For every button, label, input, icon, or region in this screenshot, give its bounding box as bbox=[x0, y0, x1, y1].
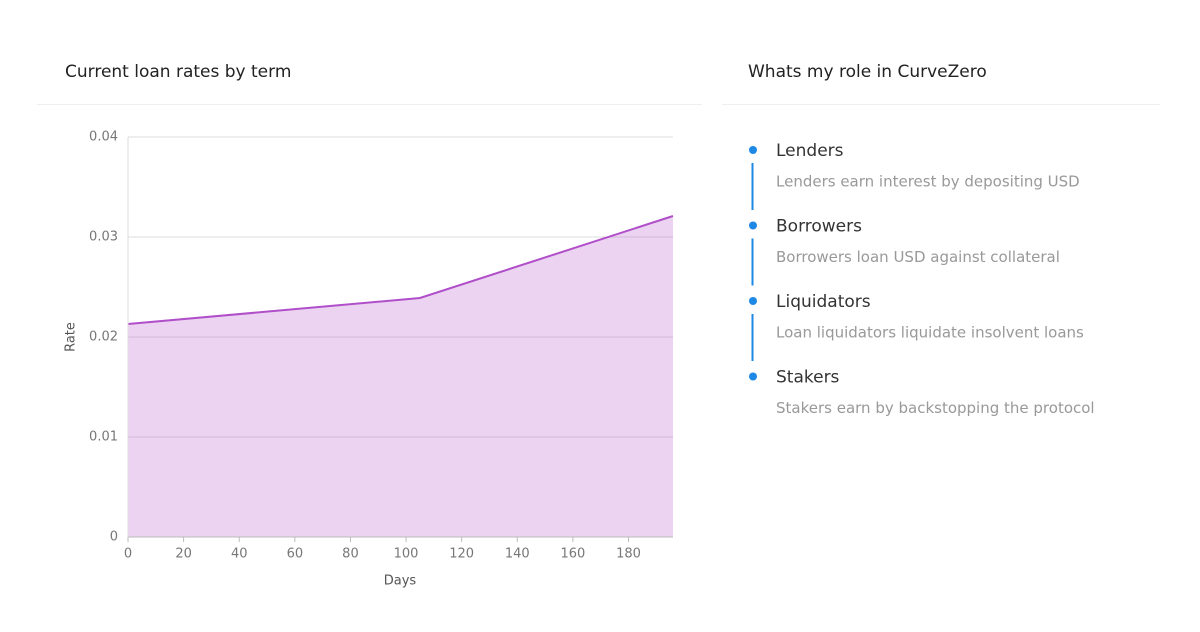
x-tick-label: 0 bbox=[124, 547, 132, 562]
x-tick-label: 80 bbox=[342, 547, 359, 562]
chart-title: Current loan rates by term bbox=[65, 62, 291, 82]
role-description: Loan liquidators liquidate insolvent loa… bbox=[776, 324, 1084, 342]
y-tick-label: 0.04 bbox=[89, 130, 118, 145]
y-tick-label: 0.03 bbox=[89, 230, 118, 245]
x-tick-label: 20 bbox=[175, 547, 192, 562]
x-axis-label: Days bbox=[384, 574, 417, 589]
y-axis-label: Rate bbox=[64, 322, 79, 352]
x-tick-label: 60 bbox=[287, 547, 304, 562]
role-description: Lenders earn interest by depositing USD bbox=[776, 173, 1080, 191]
role-title: Lenders bbox=[776, 141, 844, 161]
x-tick-label: 120 bbox=[449, 547, 474, 562]
roles-title: Whats my role in CurveZero bbox=[748, 62, 987, 82]
x-tick-label: 160 bbox=[560, 547, 585, 562]
line bbox=[127, 215, 674, 325]
y-tick-label: 0.02 bbox=[89, 330, 118, 345]
x-tick-label: 100 bbox=[394, 547, 419, 562]
role-title: Borrowers bbox=[776, 217, 862, 237]
y-tick-label: 0.01 bbox=[89, 430, 118, 445]
role-title: Stakers bbox=[776, 368, 840, 388]
area bbox=[128, 216, 673, 537]
timeline-dot bbox=[749, 221, 757, 230]
y-tick-label: 0 bbox=[110, 530, 118, 545]
role-description: Borrowers loan USD against collateral bbox=[776, 248, 1060, 266]
timeline-dot bbox=[749, 372, 757, 381]
role-title: Liquidators bbox=[776, 292, 871, 312]
timeline-dot bbox=[749, 297, 757, 305]
x-tick-label: 40 bbox=[231, 547, 248, 562]
role-description: Stakers earn by backstopping the protoco… bbox=[776, 399, 1095, 417]
timeline-dot bbox=[749, 146, 757, 154]
x-tick-label: 180 bbox=[616, 547, 641, 562]
x-tick-label: 140 bbox=[505, 547, 530, 562]
